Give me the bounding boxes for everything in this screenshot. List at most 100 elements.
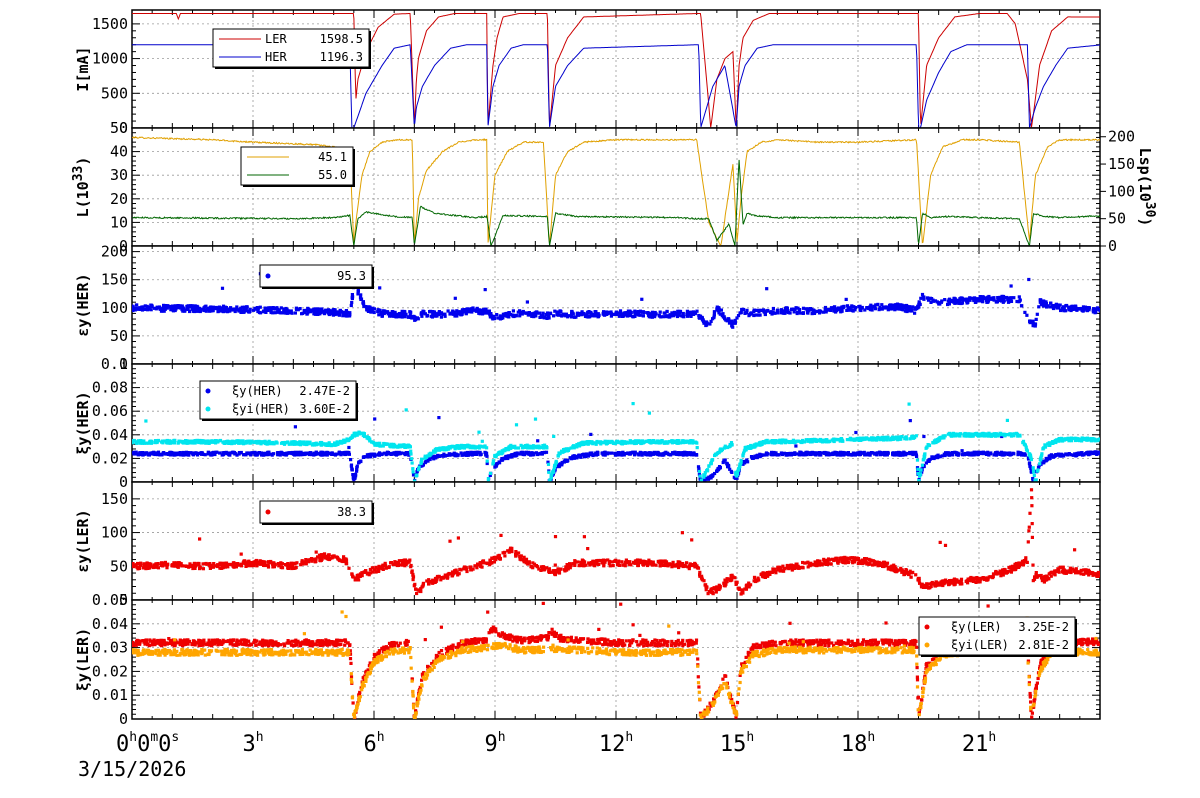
data-point: [992, 296, 996, 300]
data-point: [501, 457, 505, 461]
data-point: [809, 307, 813, 311]
data-point: [979, 451, 983, 456]
data-point: [423, 312, 427, 316]
data-point: [1004, 295, 1009, 300]
data-point: [636, 312, 641, 316]
data-point: [685, 314, 690, 318]
series-layer: [132, 135, 1100, 246]
data-point: [893, 308, 897, 312]
data-point: [1035, 312, 1039, 316]
data-point: [645, 452, 649, 456]
data-point: [833, 450, 837, 454]
data-point: [403, 445, 407, 449]
data-point: [158, 306, 162, 310]
data-point: [940, 454, 944, 458]
data-point: [861, 451, 865, 455]
data-point: [349, 464, 353, 468]
data-point: [835, 453, 839, 457]
data-point: [345, 451, 349, 455]
data-point: [171, 304, 175, 308]
data-point: [604, 442, 609, 446]
data-point: [834, 307, 838, 311]
data-point: [177, 439, 181, 443]
data-point: [920, 463, 924, 467]
data-point: [996, 296, 1000, 300]
legend-name: HER: [265, 50, 287, 64]
data-point: [688, 310, 693, 314]
data-point: [253, 452, 257, 457]
data-point: [320, 308, 324, 312]
data-point: [988, 297, 992, 301]
data-point: [553, 464, 557, 468]
data-point: [248, 441, 252, 445]
data-point: [329, 309, 333, 313]
data-point: [373, 417, 377, 421]
data-point: [835, 309, 839, 313]
data-point: [318, 310, 322, 314]
data-point: [1017, 299, 1022, 303]
data-point: [781, 438, 785, 442]
y-tick-label: 500: [101, 84, 128, 102]
data-point: [453, 447, 457, 451]
data-point: [151, 451, 155, 455]
data-point: [466, 451, 470, 455]
data-point: [293, 311, 297, 315]
data-point: [218, 451, 222, 455]
data-point: [392, 452, 396, 456]
data-point: [698, 476, 702, 480]
data-point: [788, 451, 792, 455]
data-point: [153, 306, 157, 310]
data-point: [703, 470, 707, 475]
data-point: [271, 307, 275, 311]
data-point: [451, 309, 455, 313]
data-point: [1067, 306, 1071, 310]
data-point: [350, 434, 354, 438]
data-point: [789, 440, 794, 444]
y-tick-label: 0: [119, 119, 128, 137]
data-point: [541, 445, 545, 449]
data-point: [1086, 306, 1090, 310]
data-point: [139, 307, 143, 311]
data-point: [1001, 294, 1006, 299]
data-point: [306, 451, 310, 455]
data-point: [950, 451, 954, 455]
data-point: [398, 312, 402, 316]
data-point: [911, 305, 915, 309]
data-point: [908, 419, 912, 423]
data-point: [730, 470, 734, 474]
data-point: [415, 473, 419, 477]
data-point: [594, 453, 599, 457]
data-point: [213, 440, 217, 444]
data-point: [178, 452, 182, 456]
data-point: [351, 473, 355, 477]
data-point: [364, 305, 368, 309]
data-point: [806, 451, 810, 455]
data-point: [832, 439, 836, 444]
data-point: [333, 453, 337, 457]
data-point: [1023, 310, 1027, 314]
data-point: [985, 300, 989, 304]
data-point: [973, 451, 977, 455]
data-point: [720, 314, 724, 318]
y-tick-label: 0.04: [92, 426, 128, 444]
data-point: [900, 435, 904, 439]
data-point: [669, 453, 673, 457]
data-point: [477, 430, 481, 434]
data-point: [183, 309, 187, 313]
data-point: [210, 451, 214, 456]
data-point: [512, 452, 516, 457]
data-point: [302, 442, 306, 446]
data-point: [306, 309, 310, 313]
y-axis-label: I[mA]: [74, 46, 92, 91]
data-point: [628, 441, 632, 445]
data-point: [499, 316, 504, 320]
data-point: [380, 314, 384, 318]
data-point: [525, 443, 529, 447]
data-point: [703, 320, 707, 325]
data-point: [716, 308, 721, 312]
data-point: [166, 452, 170, 456]
data-point: [727, 321, 732, 325]
data-point: [361, 300, 365, 304]
data-point: [1065, 452, 1069, 456]
data-point: [357, 460, 361, 464]
